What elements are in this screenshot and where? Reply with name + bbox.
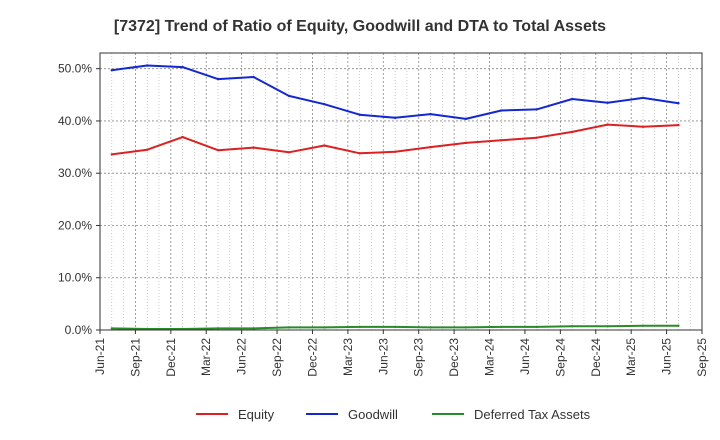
legend-item-equity: Equity: [196, 407, 275, 422]
deferred-tax-assets-point: [606, 325, 609, 328]
series-deferred-tax-assets: [110, 324, 680, 331]
goodwill-point: [287, 94, 291, 98]
goodwill-point: [606, 101, 609, 104]
x-tick-label: Jun-22: [235, 338, 249, 375]
y-tick-label: 30.0%: [58, 166, 92, 180]
deferred-tax-assets-point: [393, 325, 397, 329]
series-layer: [110, 64, 680, 331]
x-tick-label: Jun-21: [93, 338, 107, 375]
deferred-tax-assets-point: [323, 326, 326, 329]
x-tick-label: Dec-22: [305, 338, 319, 377]
x-tick-label: Sep-23: [412, 338, 426, 377]
equity-point: [641, 125, 645, 128]
x-tick-label: Mar-24: [483, 338, 497, 376]
x-tick-label: Jun-23: [376, 338, 390, 375]
equity-point: [429, 145, 432, 149]
deferred-tax-assets-point: [500, 325, 503, 329]
deferred-tax-assets-point: [677, 324, 680, 327]
deferred-tax-assets-point: [641, 324, 645, 327]
x-tick-label: Mar-25: [624, 338, 638, 376]
deferred-tax-assets-point: [535, 325, 538, 329]
equity-point: [500, 139, 503, 142]
equity-point: [146, 148, 149, 151]
series-equity: [110, 123, 680, 156]
deferred-tax-assets-point: [429, 326, 432, 329]
x-tick-label: Mar-22: [199, 338, 213, 376]
deferred-tax-assets-point: [110, 327, 114, 330]
goodwill-point: [110, 69, 114, 72]
goodwill-point: [677, 102, 680, 105]
deferred-tax-assets-point: [464, 326, 468, 329]
y-tick-label: 50.0%: [58, 62, 92, 76]
goodwill-point: [429, 112, 432, 116]
deferred-tax-assets-point: [571, 325, 574, 328]
x-tick-label: Sep-21: [128, 338, 142, 377]
x-tick-label: Dec-24: [589, 338, 603, 377]
equity-point: [358, 152, 361, 155]
y-tick-label: 0.0%: [65, 323, 93, 337]
goodwill-point: [216, 77, 220, 81]
equity-point: [393, 150, 397, 153]
x-tick-label: Sep-24: [553, 338, 567, 377]
equity-point: [571, 130, 574, 134]
legend-label: Goodwill: [348, 407, 398, 422]
chart-title: [7372] Trend of Ratio of Equity, Goodwil…: [114, 18, 606, 35]
equity-point: [535, 136, 538, 139]
x-tick-label: Mar-23: [341, 338, 355, 376]
legend-label: Deferred Tax Assets: [474, 407, 591, 422]
goodwill-point: [323, 103, 326, 106]
x-tick-label: Jun-24: [518, 338, 532, 375]
deferred-tax-assets-point: [252, 327, 255, 330]
x-axis: Jun-21 Sep-21 Dec-21 Mar-22 Jun-22 Sep-22 Dec-…: [93, 330, 709, 377]
legend-label: Equity: [238, 407, 275, 422]
equity-point: [287, 151, 291, 154]
equity-point: [606, 123, 609, 126]
grid: [99, 53, 703, 331]
equity-point: [464, 141, 468, 145]
deferred-tax-assets-point: [216, 327, 220, 330]
goodwill-point: [641, 96, 645, 100]
y-axis: 0.0% 10.0% 20.0% 30.0% 40.0% 50.0%: [58, 62, 100, 337]
equity-point: [252, 146, 255, 149]
goodwill-point: [464, 117, 468, 121]
x-tick-label: Jun-25: [660, 338, 674, 375]
y-tick-label: 40.0%: [58, 114, 92, 128]
legend-item-deferred-tax-assets: Deferred Tax Assets: [432, 407, 591, 422]
goodwill-point: [252, 75, 255, 79]
legend-item-goodwill: Goodwill: [306, 407, 398, 422]
x-tick-label: Sep-22: [270, 338, 284, 377]
goodwill-point: [181, 65, 184, 69]
equity-point: [110, 153, 114, 156]
plot-frame: [99, 52, 703, 331]
goodwill-point: [146, 64, 149, 67]
goodwill-point: [358, 113, 361, 116]
goodwill-point: [571, 97, 574, 101]
equity-point: [677, 123, 680, 127]
goodwill-point: [535, 108, 538, 111]
goodwill-point: [500, 109, 503, 112]
deferred-tax-assets-point: [358, 325, 361, 329]
y-tick-label: 20.0%: [58, 218, 92, 232]
y-tick-label: 10.0%: [58, 271, 92, 285]
equity-point: [181, 135, 184, 139]
equity-point: [323, 144, 326, 147]
goodwill-point: [393, 116, 397, 120]
equity-point: [216, 149, 220, 152]
legend: Equity Goodwill Deferred Tax Assets: [196, 407, 591, 422]
x-tick-label: Sep-25: [695, 338, 709, 377]
series-goodwill: [110, 64, 680, 121]
x-tick-label: Dec-23: [447, 338, 461, 377]
x-tick-label: Dec-21: [164, 338, 178, 377]
deferred-tax-assets-point: [287, 326, 291, 329]
